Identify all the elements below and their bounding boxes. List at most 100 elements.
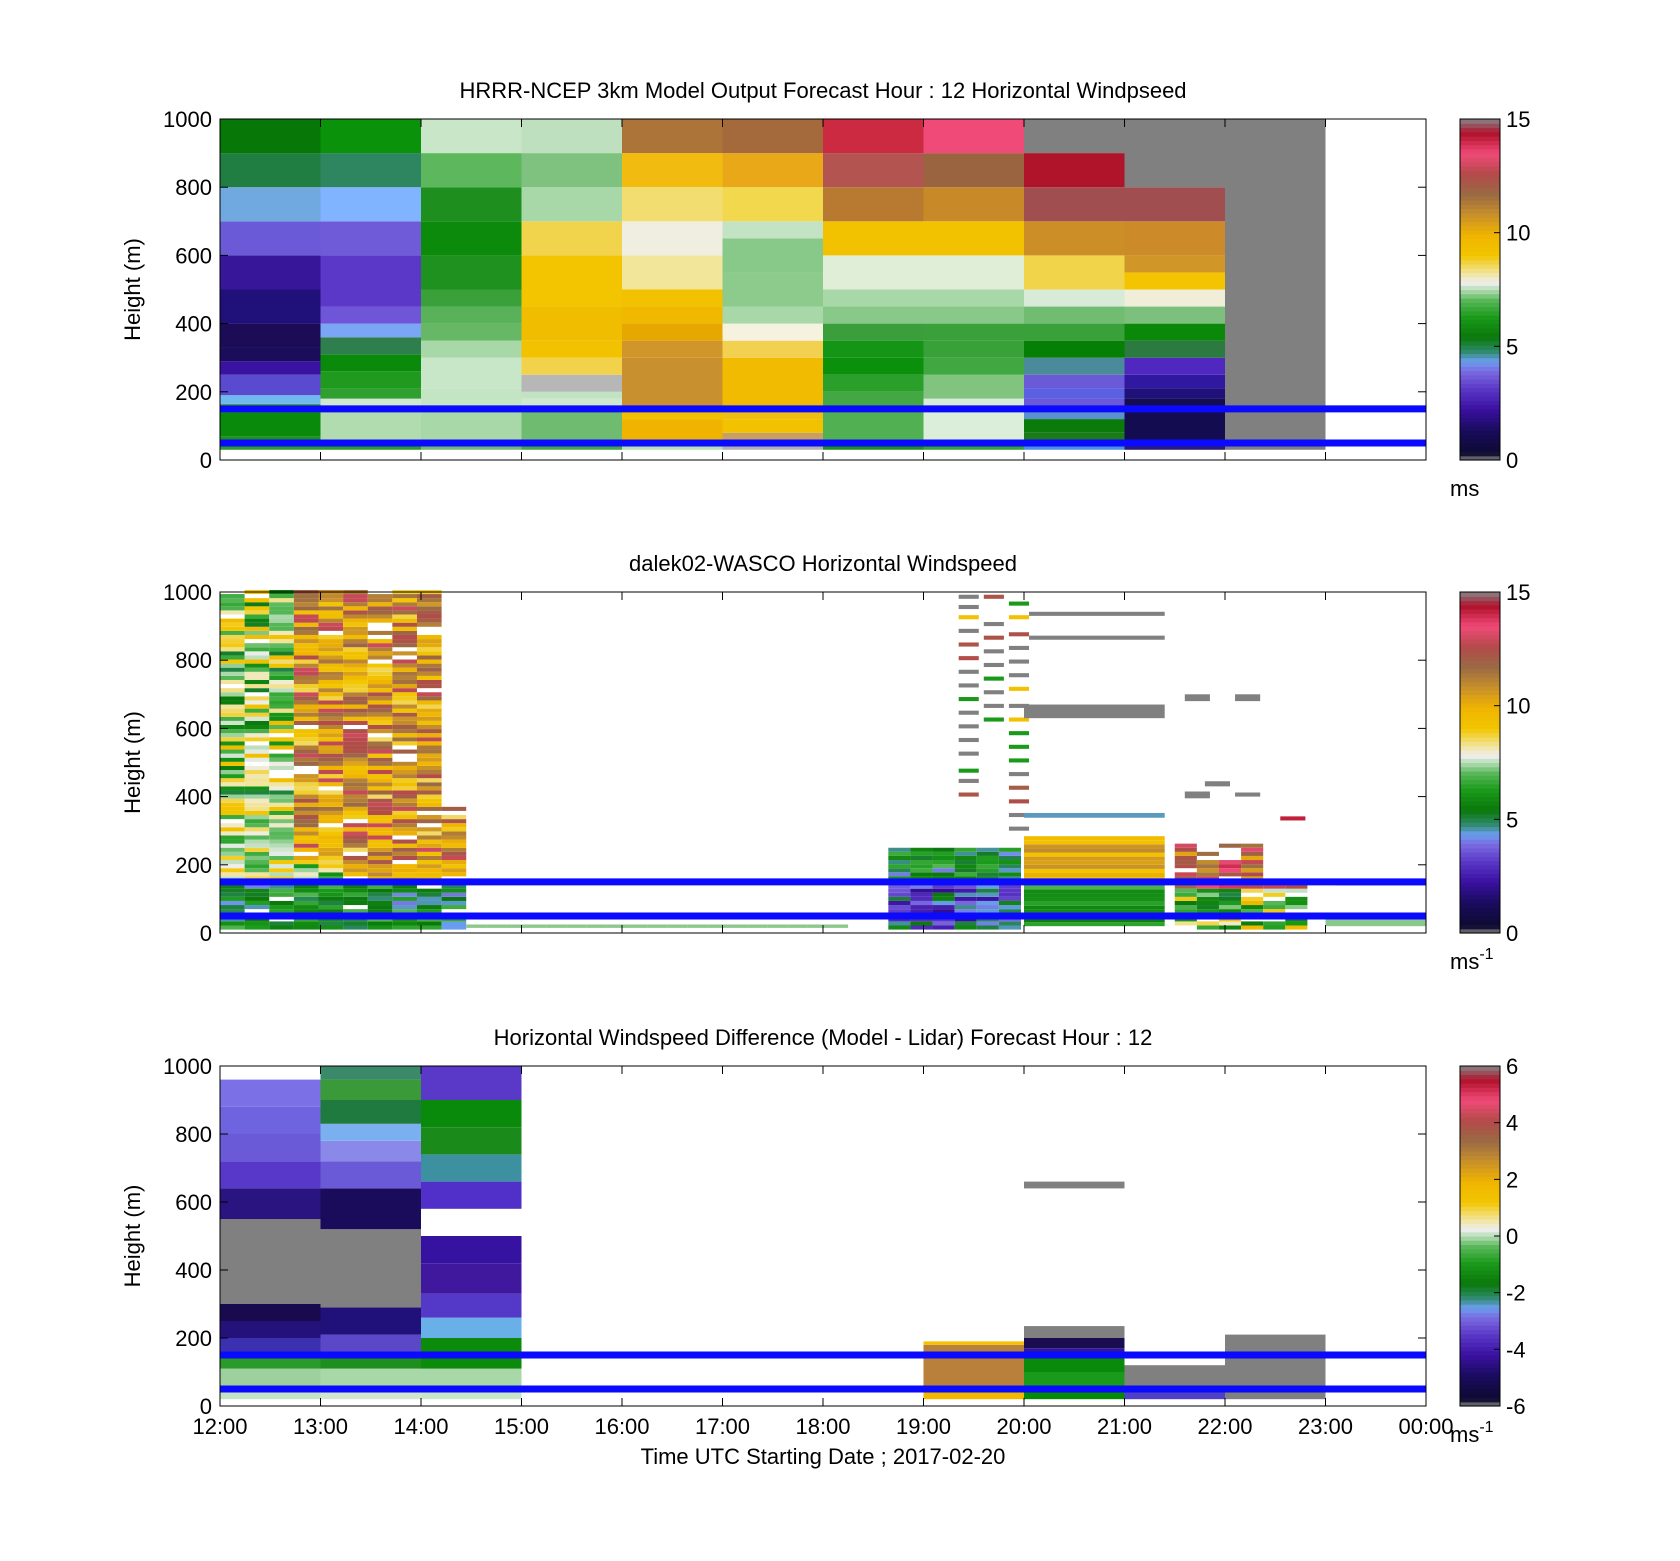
heatmap-cell: [888, 888, 911, 893]
heatmap-cell: [293, 671, 319, 676]
heatmap-cell: [220, 847, 245, 852]
colorbar-segment: [1460, 1342, 1500, 1348]
heatmap-cell: [367, 630, 393, 635]
heatmap-cell: [220, 1134, 321, 1162]
heatmap-cell: [343, 745, 368, 750]
heatmap-cell: [1174, 884, 1197, 889]
heatmap-cell: [1024, 860, 1165, 865]
heatmap-cell: [1285, 896, 1308, 901]
heatmap-cell: [1196, 905, 1219, 910]
heatmap-cell: [293, 737, 319, 742]
heatmap-cell: [318, 634, 344, 640]
colorbar-segment: [1460, 898, 1500, 904]
colorbar-segment: [1460, 263, 1500, 269]
y-tick-label: 1000: [163, 1054, 212, 1079]
heatmap-cell: [441, 819, 467, 824]
heatmap-cell: [244, 749, 270, 754]
heatmap-cell: [318, 794, 344, 799]
heatmap-cell: [318, 839, 344, 844]
heatmap-cell: [1024, 704, 1165, 719]
heatmap-cell: [320, 388, 421, 399]
heatmap-cell: [1024, 840, 1165, 845]
heatmap-cell: [343, 823, 368, 828]
colorbar-segment: [1460, 1185, 1500, 1190]
heatmap-cell: [293, 921, 319, 926]
heatmap-cell: [976, 925, 999, 930]
heatmap-cell: [787, 924, 808, 928]
heatmap-cell: [823, 187, 924, 222]
heatmap-cell: [932, 872, 955, 877]
heatmap-cell: [392, 847, 417, 852]
heatmap-cell: [269, 614, 294, 619]
heatmap-cell: [367, 602, 393, 607]
heatmap-cell: [416, 843, 442, 848]
y-tick-label: 600: [175, 1190, 212, 1215]
heatmap-cell: [1196, 872, 1219, 877]
colorbar-segment: [1460, 123, 1500, 129]
heatmap-cell: [293, 790, 319, 795]
heatmap-cell: [269, 634, 294, 640]
heatmap-cell: [954, 872, 977, 877]
colorbar-segment: [1460, 238, 1500, 244]
heatmap-cell: [244, 700, 270, 705]
heatmap-cell: [244, 843, 270, 848]
colorbar-segment: [1460, 1346, 1500, 1352]
heatmap-cell: [367, 815, 393, 820]
heatmap-cell: [888, 860, 911, 865]
heatmap-cell: [958, 615, 979, 620]
colorbar-tick-label: 2: [1506, 1167, 1518, 1192]
heatmap-cell: [244, 905, 270, 910]
heatmap-cell: [421, 1368, 522, 1386]
colorbar-segment: [1460, 672, 1500, 678]
heatmap-cell: [367, 679, 393, 685]
heatmap-cell: [1174, 843, 1197, 848]
heatmap-cell: [220, 153, 321, 188]
heatmap-cell: [416, 667, 442, 672]
heatmap-cell: [1196, 909, 1219, 914]
x-tick-label: 22:00: [1197, 1414, 1252, 1439]
heatmap-cell: [1008, 758, 1030, 763]
heatmap-cell: [367, 704, 393, 709]
heatmap-cell: [1218, 860, 1242, 865]
colorbar-segment: [1460, 1066, 1500, 1071]
heatmap-cell: [269, 618, 294, 623]
heatmap-cell: [392, 679, 417, 685]
heatmap-cell: [416, 909, 442, 914]
heatmap-cell: [318, 847, 344, 852]
heatmap-cell: [220, 774, 245, 779]
heatmap-cell: [220, 700, 245, 705]
heatmap-cell: [421, 119, 522, 154]
heatmap-cell: [392, 765, 417, 771]
colorbar-segment: [1460, 681, 1500, 687]
colorbar-segment: [1460, 1121, 1500, 1127]
heatmap-cell: [320, 1188, 421, 1230]
colorbar-tick-label: -6: [1506, 1394, 1526, 1419]
heatmap-cell: [1241, 851, 1264, 856]
x-tick-label: 12:00: [192, 1414, 247, 1439]
colorbar-segment: [1460, 259, 1500, 265]
heatmap-cell: [566, 924, 587, 928]
heatmap-cell: [244, 900, 270, 906]
heatmap-cell: [932, 868, 955, 873]
colorbar-segment: [1460, 852, 1500, 857]
heatmap-cell: [923, 374, 1024, 399]
heatmap-cell: [976, 921, 999, 926]
heatmap-cell: [220, 888, 245, 893]
heatmap-cell: [392, 630, 417, 635]
colorbar-segment: [1460, 157, 1500, 163]
heatmap-cell: [343, 606, 368, 611]
heatmap-cell: [441, 851, 467, 856]
heatmap-cell: [1218, 884, 1242, 889]
heatmap-cell: [932, 892, 955, 897]
heatmap-cell: [958, 737, 979, 743]
heatmap-cell: [954, 900, 977, 906]
heatmap-cell: [318, 724, 344, 730]
heatmap-cell: [343, 643, 368, 648]
heatmap-cell: [823, 119, 924, 154]
heatmap-cell: [269, 700, 294, 705]
heatmap-cell: [1124, 357, 1225, 375]
colorbar-segment: [1460, 1129, 1500, 1135]
heatmap-cell: [441, 896, 467, 901]
heatmap-cell: [318, 855, 344, 861]
colorbar-tick-label: 10: [1506, 694, 1530, 719]
